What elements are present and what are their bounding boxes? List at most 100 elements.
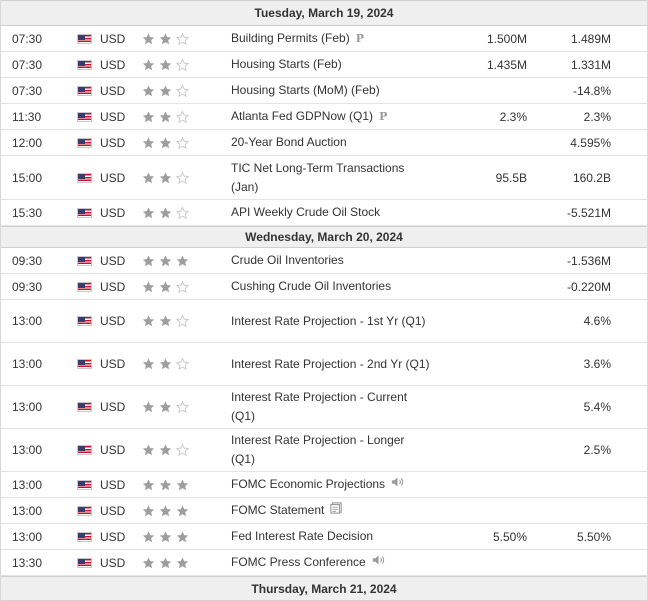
event-name[interactable]: Cushing Crude Oil Inventories xyxy=(231,277,431,296)
event-time: 15:00 xyxy=(12,170,43,185)
event-currency: USD xyxy=(100,253,126,268)
event-name[interactable]: Building Permits (Feb) P xyxy=(231,29,431,48)
star-filled-icon xyxy=(158,400,173,414)
star-filled-icon xyxy=(158,206,173,220)
event-name[interactable]: Housing Starts (MoM) (Feb) xyxy=(231,81,431,100)
star-filled-icon xyxy=(158,254,173,268)
star-filled-icon xyxy=(158,478,173,492)
event-title[interactable]: Housing Starts (Feb) xyxy=(231,57,342,71)
event-title[interactable]: Atlanta Fed GDPNow (Q1) xyxy=(231,108,374,123)
event-title[interactable]: Cushing Crude Oil Inventories xyxy=(231,279,392,293)
event-name[interactable]: FOMC Economic Projections xyxy=(231,475,431,494)
us-flag-icon xyxy=(77,255,92,266)
importance-rating xyxy=(141,279,190,294)
event-row[interactable]: 13:00 USD Interest Rate Projection - Curre… xyxy=(1,386,647,429)
event-row[interactable]: 13:00 USD Interest Rate Projection - 1st Y… xyxy=(1,300,647,343)
us-flag-icon xyxy=(77,445,92,455)
event-name[interactable]: Atlanta Fed GDPNow (Q1) P xyxy=(231,107,431,126)
event-row[interactable]: 12:00 USD 20-Year Bond Auction 4.595% xyxy=(1,130,647,156)
preliminary-icon[interactable]: P xyxy=(355,32,364,46)
us-flag-icon xyxy=(77,505,92,516)
event-previous: 5.50% xyxy=(576,529,611,544)
importance-rating xyxy=(141,314,190,328)
star-filled-icon xyxy=(141,556,156,570)
us-flag-icon xyxy=(77,137,92,148)
event-currency: USD xyxy=(100,57,126,72)
star-filled-icon xyxy=(175,254,190,268)
event-currency: USD xyxy=(100,205,126,220)
event-title[interactable]: Housing Starts (MoM) (Feb) xyxy=(231,83,380,97)
event-row[interactable]: 11:30 USD Atlanta Fed GDPNow (Q1) P 2.3% 2.3% xyxy=(1,104,647,130)
event-time: 13:00 xyxy=(12,503,43,518)
event-currency: USD xyxy=(100,31,126,46)
importance-rating xyxy=(141,57,190,72)
event-title[interactable]: Interest Rate Projection - 2nd Yr (Q1) xyxy=(231,356,430,371)
event-name[interactable]: 20-Year Bond Auction xyxy=(231,133,431,152)
event-row[interactable]: 07:30 USD Housing Starts (MoM) (Feb) -14.8% xyxy=(1,78,647,104)
star-filled-icon xyxy=(158,280,173,294)
event-name[interactable]: Interest Rate Projection - 1st Yr (Q1) xyxy=(231,312,431,331)
event-row[interactable]: 15:00 USD TIC Net Long-Term Transactions (… xyxy=(1,156,647,200)
event-name[interactable]: API Weekly Crude Oil Stock xyxy=(231,203,431,222)
event-previous: 1.331M xyxy=(570,57,611,72)
event-previous: 2.3% xyxy=(583,109,611,124)
event-name[interactable]: Crude Oil Inventories xyxy=(231,251,431,270)
event-title[interactable]: API Weekly Crude Oil Stock xyxy=(231,205,381,219)
event-name[interactable]: FOMC Press Conference xyxy=(231,553,431,572)
importance-rating xyxy=(141,83,190,98)
importance-rating xyxy=(141,135,190,150)
event-title[interactable]: Crude Oil Inventories xyxy=(231,253,344,267)
event-row[interactable]: 13:00 USD Interest Rate Projection - Longe… xyxy=(1,429,647,472)
us-flag-icon xyxy=(77,85,92,96)
us-flag-icon xyxy=(77,316,92,326)
event-currency: USD xyxy=(100,503,126,518)
document-icon[interactable] xyxy=(330,501,343,520)
event-row[interactable]: 07:30 USD Building Permits (Feb) P 1.500M 1.4… xyxy=(1,26,647,52)
event-name[interactable]: TIC Net Long-Term Transactions (Jan) xyxy=(231,159,431,197)
event-currency: USD xyxy=(100,83,126,98)
event-name[interactable]: Interest Rate Projection - 2nd Yr (Q1) xyxy=(231,355,431,374)
day-header: Tuesday, March 19, 2024 xyxy=(1,0,647,26)
event-row[interactable]: 13:00 USD FOMC Statement xyxy=(1,498,647,524)
speaker-icon[interactable] xyxy=(372,553,385,572)
star-empty-icon xyxy=(175,83,190,98)
event-title[interactable]: Interest Rate Projection - Current (Q1) xyxy=(231,390,408,423)
event-name[interactable]: Fed Interest Rate Decision xyxy=(231,527,431,546)
event-row[interactable]: 09:30 USD Crude Oil Inventories -1.536M xyxy=(1,248,647,274)
event-title[interactable]: FOMC Press Conference xyxy=(231,554,366,569)
event-row[interactable]: 13:00 USD Fed Interest Rate Decision 5.50% 5… xyxy=(1,524,647,550)
event-title[interactable]: FOMC Statement xyxy=(231,502,325,517)
star-filled-icon xyxy=(158,58,173,72)
event-name[interactable]: Interest Rate Projection - Current (Q1) xyxy=(231,388,431,426)
event-name[interactable]: FOMC Statement xyxy=(231,501,431,520)
event-title[interactable]: FOMC Economic Projections xyxy=(231,476,386,491)
star-filled-icon xyxy=(141,357,156,371)
event-previous: -1.536M xyxy=(566,253,611,268)
event-time: 09:30 xyxy=(12,253,43,268)
event-row[interactable]: 13:00 USD Interest Rate Projection - 2nd Y… xyxy=(1,343,647,386)
event-row[interactable]: 13:00 USD FOMC Economic Projections xyxy=(1,472,647,498)
event-title[interactable]: Interest Rate Projection - Longer (Q1) xyxy=(231,433,405,466)
event-name[interactable]: Interest Rate Projection - Longer (Q1) xyxy=(231,431,431,469)
event-row[interactable]: 15:30 USD API Weekly Crude Oil Stock -5.521… xyxy=(1,200,647,226)
event-row[interactable]: 13:30 USD FOMC Press Conference xyxy=(1,550,647,576)
event-name[interactable]: Housing Starts (Feb) xyxy=(231,55,431,74)
speaker-icon[interactable] xyxy=(391,475,404,494)
event-title[interactable]: Building Permits (Feb) xyxy=(231,30,350,45)
event-title[interactable]: Interest Rate Projection - 1st Yr (Q1) xyxy=(231,313,426,328)
event-title[interactable]: TIC Net Long-Term Transactions (Jan) xyxy=(231,160,405,194)
event-currency: USD xyxy=(100,529,126,544)
preliminary-icon[interactable]: P xyxy=(379,110,388,124)
star-empty-icon xyxy=(175,400,190,414)
star-filled-icon xyxy=(141,254,156,268)
star-empty-icon xyxy=(175,31,190,46)
event-row[interactable]: 07:30 USD Housing Starts (Feb) 1.435M 1.331M xyxy=(1,52,647,78)
star-filled-icon xyxy=(158,314,173,328)
event-title[interactable]: 20-Year Bond Auction xyxy=(231,135,347,149)
star-filled-icon xyxy=(141,314,156,328)
event-row[interactable]: 09:30 USD Cushing Crude Oil Inventories -0.… xyxy=(1,274,647,300)
star-filled-icon xyxy=(141,32,156,46)
event-title[interactable]: Fed Interest Rate Decision xyxy=(231,529,374,543)
star-filled-icon xyxy=(158,443,173,457)
